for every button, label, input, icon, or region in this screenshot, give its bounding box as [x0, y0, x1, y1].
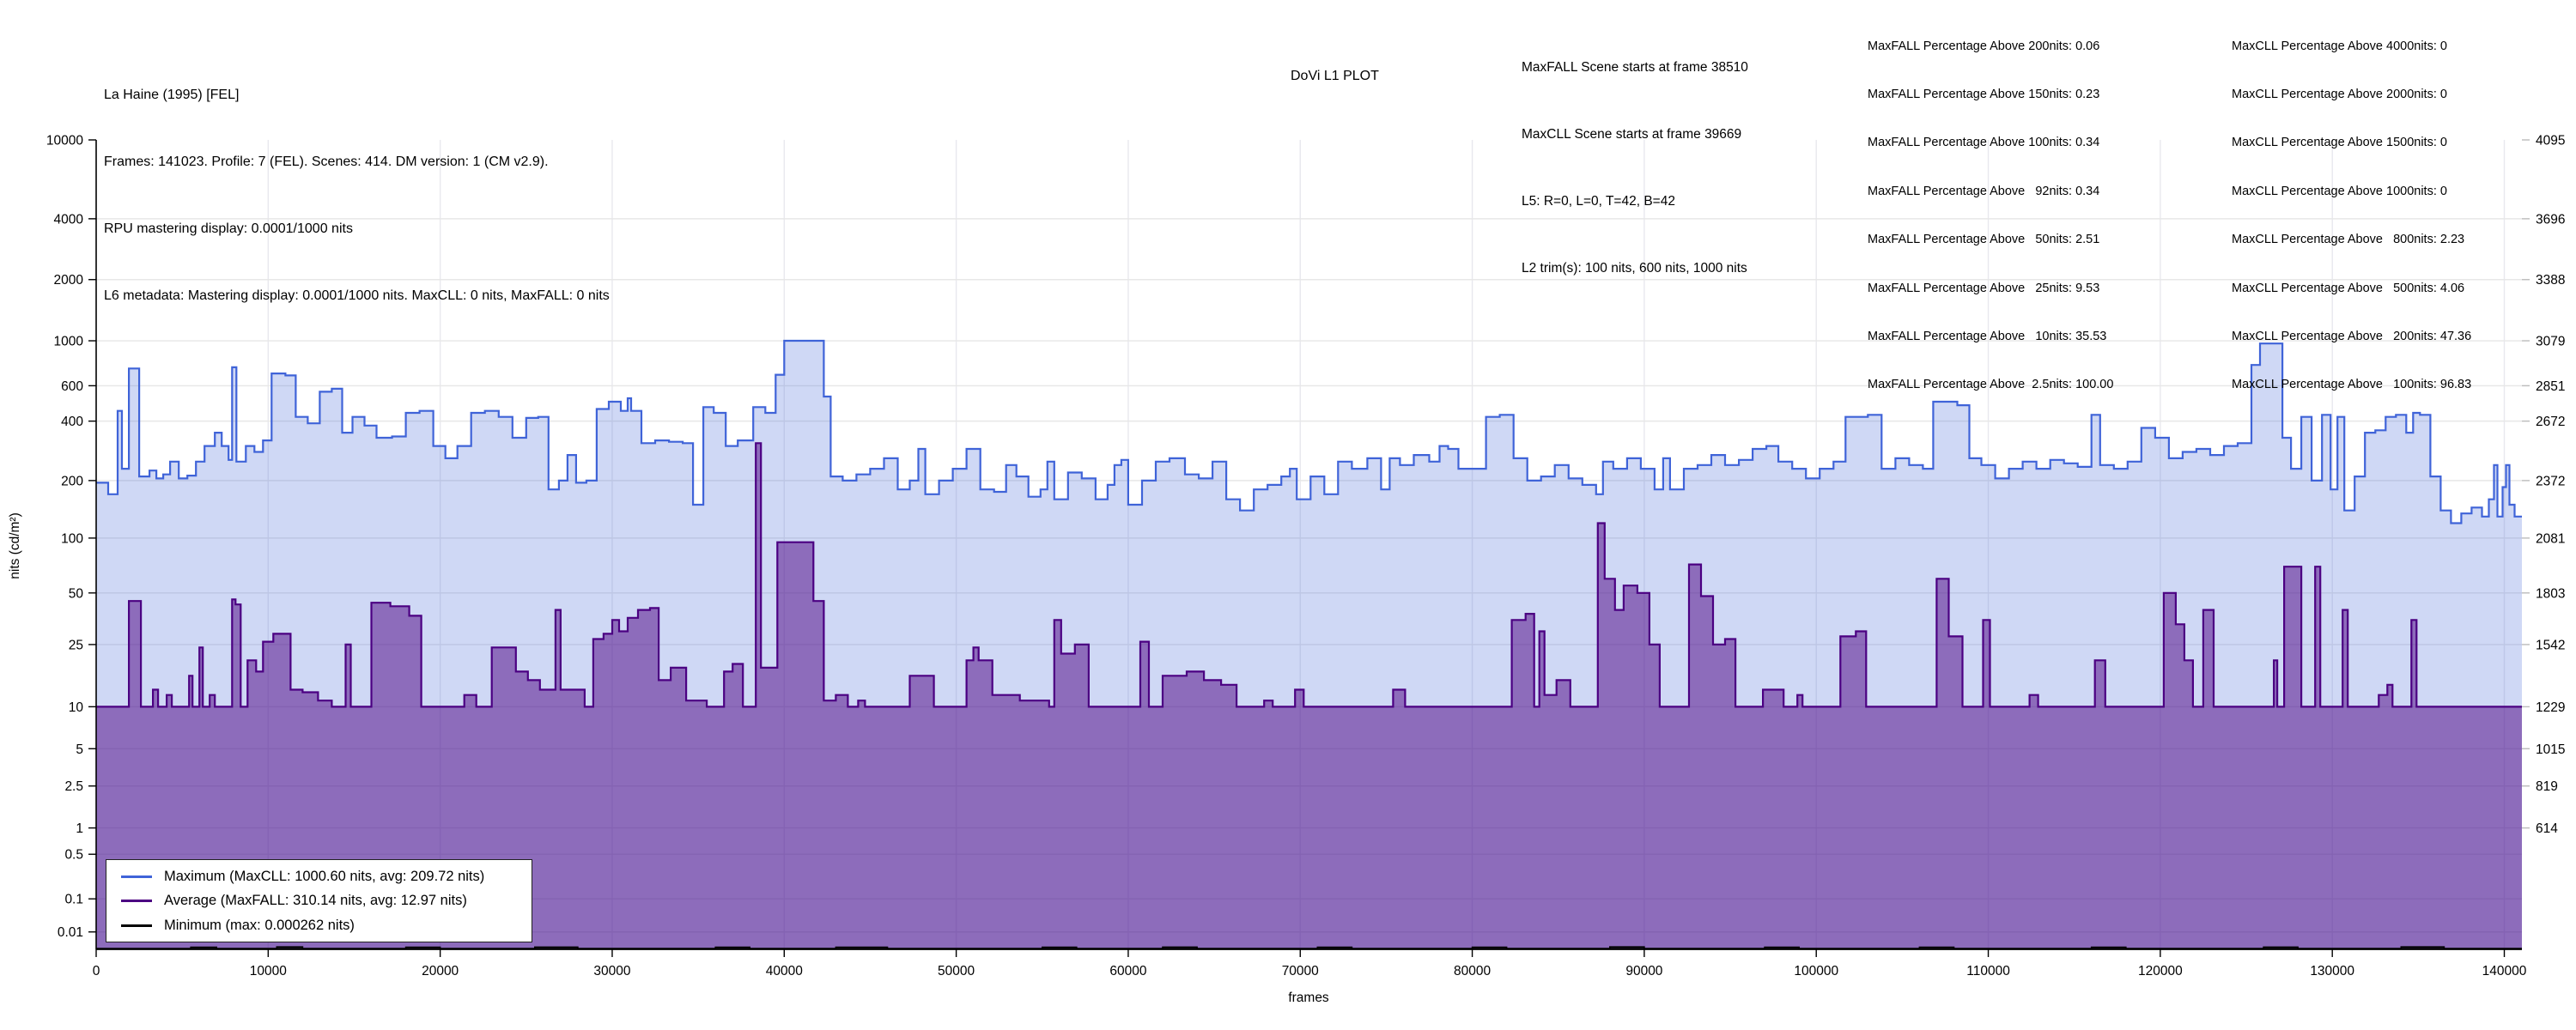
- x-tick-label: 90000: [1625, 964, 1662, 978]
- x-tick-label: 110000: [1966, 964, 2010, 978]
- info-line-l6: L6 metadata: Mastering display: 0.0001/1…: [104, 288, 610, 303]
- y-tick-label: 2000: [54, 273, 84, 288]
- average-line: [96, 442, 2522, 708]
- page-title: La Haine (1995) [FEL]: [104, 88, 240, 102]
- x-tick-label: 80000: [1454, 964, 1491, 978]
- maxcll-stats-block: MaxCLL Percentage Above 4000nits: 0 MaxC…: [2232, 6, 2471, 409]
- maximum-line: [96, 339, 2522, 524]
- maxcll-stat: MaxCLL Percentage Above 1000nits: 0: [2232, 184, 2447, 198]
- pq-tick-label: 2372: [2536, 474, 2565, 488]
- legend-label-minimum: Minimum (max: 0.000262 nits): [164, 917, 355, 933]
- pq-tick-label: 1015: [2536, 742, 2565, 757]
- pq-tick-label: 2672: [2536, 415, 2565, 429]
- y-tick-label: 2.5: [64, 779, 83, 794]
- maxcll-stat: MaxCLL Percentage Above 2000nits: 0: [2232, 87, 2447, 101]
- y-tick-label: 25: [69, 638, 83, 652]
- legend-item-average: Average (MaxFALL: 310.14 nits, avg: 12.9…: [121, 893, 532, 909]
- x-tick-label: 20000: [422, 964, 459, 978]
- pq-tick-label: 614: [2536, 821, 2558, 836]
- maxcll-stat: MaxCLL Percentage Above 800nits: 2.23: [2232, 233, 2465, 247]
- maxcll-scene-line: MaxCLL Scene starts at frame 39669: [1522, 127, 1742, 142]
- y-axis-title: nits (cd/m²): [8, 512, 22, 579]
- x-tick-label: 70000: [1282, 964, 1319, 978]
- maxfall-scene-line: MaxFALL Scene starts at frame 38510: [1522, 60, 1748, 75]
- l5-offsets-line: L5: R=0, L=0, T=42, B=42: [1522, 194, 1675, 209]
- maxfall-stat: MaxFALL Percentage Above 2.5nits: 100.00: [1868, 378, 2114, 392]
- x-tick-label: 140000: [2482, 964, 2527, 978]
- maxfall-stats-block: MaxFALL Percentage Above 200nits: 0.06 M…: [1868, 6, 2113, 409]
- pq-tick-label: 3079: [2536, 335, 2565, 349]
- y-tick-label: 50: [69, 586, 84, 601]
- legend-box: Maximum (MaxCLL: 1000.60 nits, avg: 209.…: [106, 859, 532, 942]
- maxcll-stat: MaxCLL Percentage Above 500nits: 4.06: [2232, 281, 2465, 295]
- minimum-line: [96, 946, 2522, 949]
- x-axis-title: frames: [1288, 991, 1329, 1005]
- x-tick-label: 60000: [1109, 964, 1146, 978]
- maxfall-stat: MaxFALL Percentage Above 92nits: 0.34: [1868, 184, 2100, 198]
- maxfall-stat: MaxFALL Percentage Above 10nits: 35.53: [1868, 329, 2107, 343]
- plot-type-label: DoVi L1 PLOT: [1291, 69, 1379, 83]
- title-block: La Haine (1995) [FEL] Frames: 141023. Pr…: [104, 39, 610, 330]
- x-tick-label: 10000: [250, 964, 287, 978]
- y-tick-label: 600: [61, 379, 83, 394]
- maxcll-stat: MaxCLL Percentage Above 4000nits: 0: [2232, 39, 2447, 53]
- pq-tick-label: 3388: [2536, 273, 2565, 288]
- minimum-line-swatch: [121, 924, 152, 927]
- maxcll-stat: MaxCLL Percentage Above 1500nits: 0: [2232, 136, 2447, 150]
- maximum-line-swatch: [121, 875, 152, 878]
- y-tick-label: 0.5: [64, 848, 83, 863]
- pq-tick-label: 2081: [2536, 531, 2565, 546]
- info-line-rpu: RPU mastering display: 0.0001/1000 nits: [104, 221, 353, 236]
- maxcll-stat: MaxCLL Percentage Above 200nits: 47.36: [2232, 329, 2472, 343]
- y-tick-label: 10000: [46, 134, 83, 148]
- y-tick-label: 0.01: [58, 925, 83, 940]
- pq-tick-label: 819: [2536, 779, 2558, 794]
- pq-tick-label: 2851: [2536, 379, 2565, 394]
- maxfall-stat: MaxFALL Percentage Above 25nits: 9.53: [1868, 281, 2100, 295]
- y-tick-label: 4000: [54, 212, 84, 227]
- maxfall-stat: MaxFALL Percentage Above 50nits: 2.51: [1868, 233, 2100, 247]
- y-tick-label: 0.1: [64, 893, 83, 907]
- x-tick-label: 100000: [1794, 964, 1838, 978]
- x-tick-label: 40000: [766, 964, 803, 978]
- x-tick-label: 50000: [938, 964, 975, 978]
- y-tick-label: 10: [69, 700, 84, 715]
- info-line-frames: Frames: 141023. Profile: 7 (FEL). Scenes…: [104, 154, 549, 169]
- y-tick-label: 100: [61, 531, 83, 546]
- x-tick-label: 30000: [593, 964, 630, 978]
- pq-tick-label: 3696: [2536, 212, 2565, 227]
- maxfall-stat: MaxFALL Percentage Above 100nits: 0.34: [1868, 136, 2100, 150]
- legend-label-average: Average (MaxFALL: 310.14 nits, avg: 12.9…: [164, 893, 467, 908]
- y-tick-label: 1000: [54, 335, 84, 349]
- average-line-swatch: [121, 900, 152, 902]
- legend-item-minimum: Minimum (max: 0.000262 nits): [121, 918, 532, 934]
- x-tick-label: 120000: [2138, 964, 2183, 978]
- x-tick-label: 130000: [2310, 964, 2354, 978]
- maxfall-stat: MaxFALL Percentage Above 150nits: 0.23: [1868, 87, 2100, 101]
- pq-tick-label: 1803: [2536, 586, 2565, 601]
- average-area: [96, 443, 2522, 949]
- maxfall-stat: MaxFALL Percentage Above 200nits: 0.06: [1868, 39, 2100, 53]
- y-tick-label: 1: [76, 821, 83, 836]
- y-tick-label: 200: [61, 474, 83, 488]
- x-tick-label: 0: [93, 964, 100, 978]
- pq-tick-label: 4095: [2536, 134, 2565, 148]
- scene-info-block: MaxFALL Scene starts at frame 38510 MaxC…: [1522, 12, 1748, 302]
- y-tick-label: 400: [61, 415, 83, 429]
- legend-label-maximum: Maximum (MaxCLL: 1000.60 nits, avg: 209.…: [164, 868, 485, 884]
- pq-tick-label: 1229: [2536, 700, 2565, 715]
- legend-item-maximum: Maximum (MaxCLL: 1000.60 nits, avg: 209.…: [121, 869, 532, 885]
- pq-tick-label: 1542: [2536, 638, 2565, 652]
- maxcll-stat: MaxCLL Percentage Above 100nits: 96.83: [2232, 378, 2472, 392]
- l2-trims-line: L2 trim(s): 100 nits, 600 nits, 1000 nit…: [1522, 261, 1747, 276]
- y-tick-label: 5: [76, 742, 83, 757]
